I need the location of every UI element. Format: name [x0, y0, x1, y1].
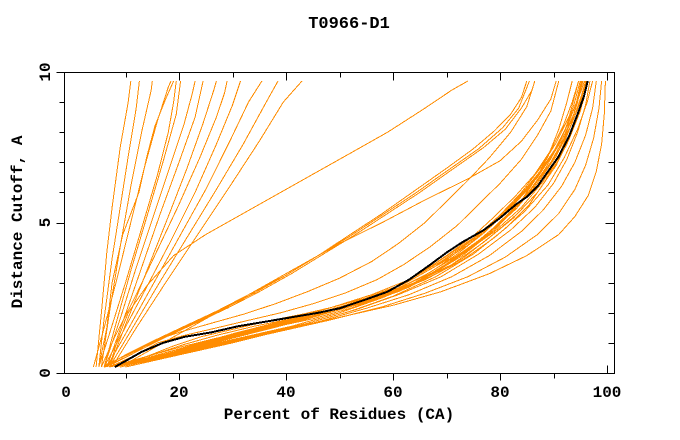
x-axis-label: Percent of Residues (CA): [224, 406, 454, 424]
model-curve: [98, 80, 140, 368]
reference-curve: [114, 80, 589, 368]
model-curve: [100, 80, 228, 368]
model-curve: [108, 80, 217, 368]
curves-layer: [92, 80, 606, 368]
model-curve: [125, 80, 557, 365]
model-curve: [103, 80, 196, 368]
model-curve: [114, 80, 597, 368]
x-tick-label: 20: [169, 384, 188, 402]
model-curve: [103, 80, 528, 368]
model-curve: [125, 80, 606, 368]
model-curve: [108, 80, 469, 368]
model-curve: [136, 80, 594, 363]
model-curve: [109, 80, 560, 368]
chart-title: T0966-D1: [308, 15, 390, 34]
model-curve: [98, 80, 177, 368]
model-curve: [98, 80, 175, 368]
model-curve: [103, 80, 530, 366]
y-tick-label: 5: [37, 218, 55, 228]
model-curve: [103, 80, 182, 368]
x-tick-label: 60: [383, 384, 402, 402]
model-curve: [109, 80, 583, 368]
x-tick-label: 0: [61, 384, 71, 402]
model-curve: [103, 80, 241, 368]
model-curve: [100, 80, 153, 368]
x-tick-label: 40: [276, 384, 295, 402]
model-curve: [108, 80, 279, 368]
x-tick-label: 100: [593, 384, 622, 402]
model-curve: [103, 80, 536, 368]
model-curve: [130, 80, 589, 365]
model-curve: [114, 80, 580, 368]
y-tick-label: 0: [37, 368, 55, 378]
y-tick-label: 10: [37, 62, 55, 81]
model-curve: [106, 80, 263, 368]
axes-layer: [56, 72, 615, 381]
model-curve: [109, 80, 536, 366]
model-curve: [111, 80, 303, 368]
model-curve: [120, 80, 588, 366]
tick-labels-layer: 0 20 40 60 80 100 0 5 10: [37, 62, 621, 402]
x-tick-label: 80: [490, 384, 509, 402]
y-axis-label: Distance Cutoff, A: [9, 135, 27, 308]
model-curve: [95, 80, 132, 368]
